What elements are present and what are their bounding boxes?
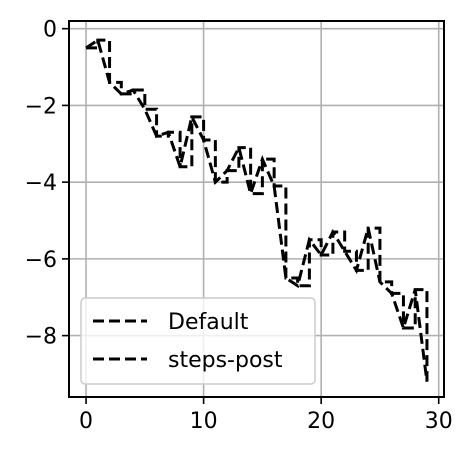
y-tick-label: 0	[43, 18, 57, 43]
legend-box	[80, 297, 316, 385]
x-tick-label: 20	[307, 409, 335, 434]
series-line-default	[85, 37, 429, 382]
x-tick-label: 10	[190, 409, 218, 434]
series-line-steps-post	[86, 38, 429, 382]
series-lines	[85, 37, 429, 382]
y-tick-label: −6	[25, 248, 57, 273]
legend-label-default: Default	[168, 310, 249, 335]
legend-label-steps-post: steps-post	[168, 348, 283, 373]
plot-frame	[68, 20, 445, 398]
legend: Default steps-post	[80, 297, 316, 385]
y-tick-label: −4	[25, 171, 57, 196]
y-tick-label: −2	[25, 94, 57, 119]
x-tick-label: 0	[79, 409, 93, 434]
axis-ticks: 0 10 20 30 0 −2 −4 −6 −8	[25, 18, 453, 434]
x-tick-label: 30	[425, 409, 453, 434]
y-tick-label: −8	[25, 325, 57, 350]
